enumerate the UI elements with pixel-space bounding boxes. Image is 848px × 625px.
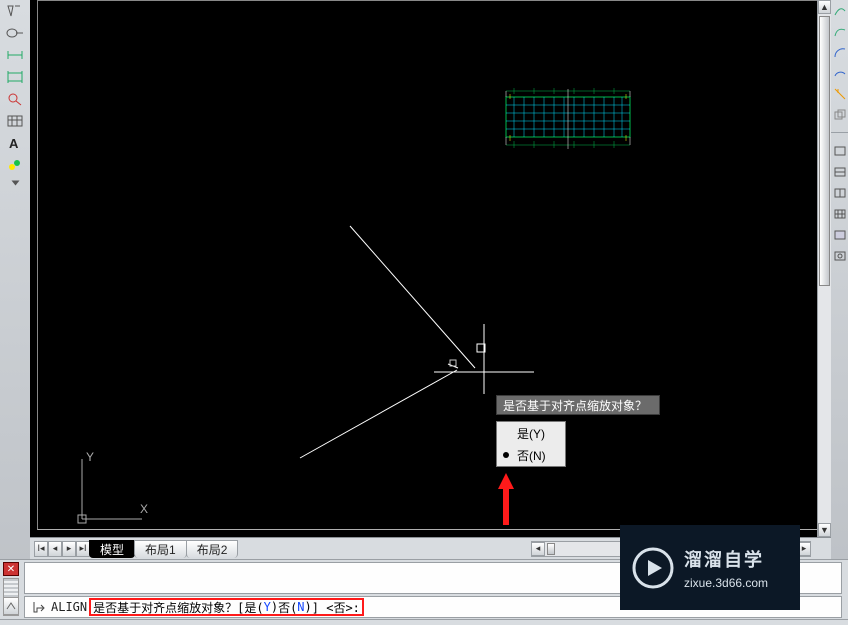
- tab-model[interactable]: 模型: [89, 540, 135, 558]
- dynamic-menu: 是(Y) 否(N): [496, 421, 566, 467]
- command-close-button[interactable]: ✕: [3, 562, 19, 576]
- watermark-brand: 溜溜自学: [684, 546, 768, 572]
- rtool-grid1[interactable]: [832, 185, 847, 200]
- tab-layout2-label: 布局2: [197, 541, 228, 558]
- close-icon: ✕: [7, 564, 15, 575]
- dynamic-prompt: 是否基于对齐点缩放对象？: [496, 395, 660, 415]
- rtool-curve1[interactable]: [832, 2, 847, 17]
- rtool-rect2[interactable]: [832, 164, 847, 179]
- svg-text:A: A: [9, 136, 19, 151]
- dynamic-option-yes-label: 是(Y): [517, 425, 545, 442]
- dynamic-prompt-text: 是否基于对齐点缩放对象？: [503, 397, 647, 414]
- tool-color[interactable]: [4, 156, 26, 174]
- rtool-trim[interactable]: [832, 86, 847, 101]
- tab-layout1[interactable]: 布局1: [134, 540, 187, 558]
- tool-dim-h[interactable]: [4, 46, 26, 64]
- tab-nav-first[interactable]: I◂: [34, 541, 48, 557]
- vertical-scrollbar[interactable]: ▲ ▼: [817, 0, 831, 537]
- vscroll-down[interactable]: ▼: [818, 523, 831, 537]
- command-prompt-highlight: 是否基于对齐点缩放对象？[ 是( Y ) 否( N ) ] <否>:: [89, 598, 364, 616]
- tab-layout1-label: 布局1: [145, 541, 176, 558]
- tool-marker[interactable]: [4, 2, 26, 20]
- ucs-x-label: X: [140, 502, 148, 516]
- cmd-yes-pre: 是(: [244, 599, 263, 616]
- command-handle-icon[interactable]: [3, 597, 19, 615]
- tab-nav-prev[interactable]: ◂: [48, 541, 62, 557]
- command-arrow-icon: [29, 598, 47, 616]
- command-name: ALIGN: [51, 600, 87, 614]
- tab-nav-next[interactable]: ▸: [62, 541, 76, 557]
- vscroll-thumb[interactable]: [819, 16, 830, 286]
- watermark: 溜溜自学 zixue.3d66.com: [620, 525, 800, 610]
- rtool-curve2[interactable]: [832, 23, 847, 38]
- cmd-no-key: N: [297, 600, 304, 614]
- tool-text[interactable]: A: [4, 134, 26, 152]
- annotation-arrow: [497, 473, 515, 533]
- left-toolbar: A: [0, 0, 30, 560]
- rtool-rect1[interactable]: [832, 143, 847, 158]
- tab-nav-last[interactable]: ▸I: [76, 541, 90, 557]
- hscroll-left[interactable]: ◂: [531, 542, 545, 556]
- cmd-yes-key: Y: [264, 600, 271, 614]
- cmd-yes-post: ): [271, 600, 278, 614]
- rtool-rect3[interactable]: [832, 248, 847, 263]
- dynamic-option-yes[interactable]: 是(Y): [497, 422, 565, 444]
- cmd-tail: ] <否>:: [312, 599, 360, 616]
- rtool-grid2[interactable]: [832, 206, 847, 221]
- ucs-icon: X Y: [76, 445, 156, 525]
- watermark-url: zixue.3d66.com: [684, 576, 768, 590]
- vscroll-up[interactable]: ▲: [818, 0, 831, 14]
- rtool-pattern[interactable]: [832, 227, 847, 242]
- rtool-copy[interactable]: [832, 107, 847, 122]
- drawing-canvas[interactable]: X Y 是否基于对齐点缩放对象？ 是(Y) 否(N): [30, 0, 831, 537]
- tab-layout2[interactable]: 布局2: [186, 540, 239, 558]
- ucs-y-label: Y: [86, 450, 94, 464]
- tab-nav-buttons: I◂ ◂ ▸ ▸I: [34, 541, 90, 557]
- cmd-text: 是否基于对齐点缩放对象？[: [93, 599, 244, 616]
- tool-tape[interactable]: [4, 24, 26, 42]
- tool-table[interactable]: [4, 112, 26, 130]
- tool-dim-v[interactable]: [4, 68, 26, 86]
- rtool-arc2[interactable]: [832, 65, 847, 80]
- right-toolbar: [831, 0, 848, 560]
- cmd-no-post: ): [305, 600, 312, 614]
- tool-inspect[interactable]: [4, 90, 26, 108]
- dynamic-option-no-label: 否(N): [517, 447, 546, 464]
- tool-expand[interactable]: [4, 178, 26, 188]
- hscroll-thumb[interactable]: [547, 543, 555, 555]
- play-icon: [632, 547, 674, 589]
- cmd-no-pre: 否(: [278, 599, 297, 616]
- dynamic-option-no[interactable]: 否(N): [497, 444, 565, 466]
- floor-plan: [500, 85, 636, 153]
- tab-model-label: 模型: [100, 541, 124, 558]
- rtool-arc1[interactable]: [832, 44, 847, 59]
- status-bar-strip: [0, 619, 848, 625]
